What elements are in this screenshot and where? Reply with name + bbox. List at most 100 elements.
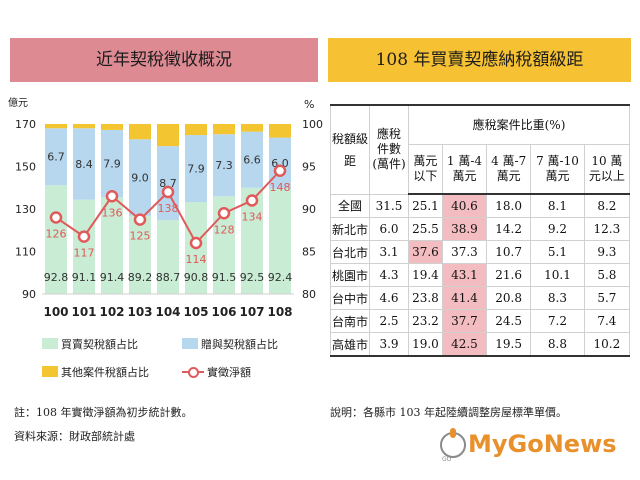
bar-segment-0 (45, 185, 67, 294)
x-tick-label: 102 (99, 305, 124, 319)
net-value-label: 136 (102, 206, 123, 219)
table-body: 全國 31.5 25.1 40.6 18.0 8.1 8.2 新北市 6.0 25.5 38.9 14… (330, 193, 631, 357)
share-cell: 19.5 (486, 332, 532, 357)
left-panel-title: 近年契稅徵收概況 (10, 38, 318, 82)
header-tax-class-text: 稅額級距 (331, 131, 368, 168)
legend-label-other: 其他案件稅額占比 (61, 366, 149, 379)
tax-chart: 億元 % 90 110 130 150 170 80 85 90 95 100 92.8 6.7 91.1 8… (8, 96, 323, 319)
bar-segment-0 (129, 215, 151, 294)
share-cell: 5.1 (530, 240, 585, 264)
table-row: 台中市 4.6 23.8 41.4 20.8 8.3 5.7 (330, 286, 631, 310)
net-value-label: 128 (214, 223, 235, 236)
net-value-label: 117 (74, 247, 95, 260)
logo-sub: GO (442, 456, 452, 463)
y-right-tick: 85 (302, 246, 316, 259)
share-cell: 12.3 (583, 217, 631, 241)
sale-value-label: 90.8 (184, 271, 209, 284)
share-cell: 8.2 (583, 193, 631, 218)
net-value-label: 125 (130, 230, 151, 243)
legend-label-sale: 買賣契稅額占比 (61, 338, 138, 351)
net-point (161, 185, 175, 199)
net-point (217, 207, 231, 220)
bar-segment-0 (213, 196, 235, 294)
sale-value-label: 92.8 (44, 271, 69, 284)
bar-segment-2 (157, 124, 179, 147)
share-cell: 25.5 (408, 217, 443, 241)
share-cell: 37.3 (441, 240, 488, 264)
y-right-tick: 95 (302, 161, 316, 174)
header-bracket-4-bottom: 萬元 (545, 169, 570, 183)
header-bracket-1-top: 萬元 (413, 154, 438, 168)
net-point (105, 190, 119, 203)
mygonews-logo: MyGoNews GO (440, 428, 630, 468)
tax-bracket-table: 稅額級距 應稅 件數 (萬件) 應稅案件比重(%) 萬元 以下 1 萬-4 萬元 4… (330, 104, 631, 357)
x-tick-label: 106 (211, 305, 236, 319)
sale-value-label: 91.5 (212, 271, 237, 284)
net-point (245, 194, 259, 207)
share-cell: 19.0 (408, 332, 443, 357)
gift-value-label: 6.6 (243, 154, 261, 167)
gift-value-label: 7.9 (187, 163, 205, 176)
bar-segment-1 (213, 134, 235, 197)
right-panel-title: 108 年買賣契應納稅額級距 (328, 38, 631, 82)
x-tick-label: 105 (183, 305, 208, 319)
count-cell: 31.5 (369, 193, 409, 218)
header-bracket-4-top: 7 萬-10 (536, 154, 579, 168)
bar-segment-2 (101, 124, 123, 130)
city-cell: 桃園市 (330, 263, 370, 287)
legend-item-other: 其他案件稅額占比 (42, 364, 149, 380)
city-cell: 全國 (330, 193, 370, 218)
chart-source: 資料來源：財政部統計處 (14, 430, 135, 443)
bar-segment-2 (241, 124, 263, 132)
y-right-tick: 80 (302, 288, 316, 301)
legend-item-net: 實徵淨額 (182, 364, 251, 380)
header-share: 應稅案件比重(%) (408, 104, 630, 145)
legend-swatch-gift (182, 338, 198, 349)
share-cell: 5.8 (583, 263, 631, 287)
header-count-line3: (萬件) (372, 157, 406, 172)
bar-segment-1 (129, 139, 151, 216)
legend-label-net: 實徵淨額 (207, 366, 251, 379)
share-cell: 10.7 (486, 240, 532, 264)
share-cell: 9.3 (583, 240, 631, 264)
net-value-label: 148 (270, 181, 291, 194)
bar-segment-2 (213, 124, 235, 135)
net-value-label: 138 (158, 202, 179, 215)
city-cell: 新北市 (330, 217, 370, 241)
share-cell: 37.6 (408, 240, 443, 264)
table-row: 台北市 3.1 37.6 37.3 10.7 5.1 9.3 (330, 240, 631, 264)
header-bracket-3: 4 萬-7 萬元 (486, 144, 532, 195)
share-cell: 9.2 (530, 217, 585, 241)
gift-value-label: 8.7 (159, 177, 177, 190)
table-row: 桃園市 4.3 19.4 43.1 21.6 10.1 5.8 (330, 263, 631, 287)
logo-mark-icon (440, 428, 466, 458)
count-cell: 4.3 (369, 263, 409, 287)
y-left-tick: 110 (15, 246, 36, 259)
share-cell: 14.2 (486, 217, 532, 241)
header-bracket-5-bottom: 元以上 (588, 169, 625, 183)
logo-text: MyGoNews (468, 430, 617, 458)
y-right-tick: 90 (302, 203, 316, 216)
count-cell: 2.5 (369, 309, 409, 333)
table-row: 高雄市 3.9 19.0 42.5 19.5 8.8 10.2 (330, 332, 631, 357)
bar-segment-0 (269, 188, 291, 294)
header-bracket-5: 10 萬元以上 (583, 144, 631, 195)
legend-item-gift: 贈與契稅額占比 (182, 336, 278, 352)
count-cell: 6.0 (369, 217, 409, 241)
table-header-row-2: 萬元 以下 1 萬-4 萬元 4 萬-7 萬元 7 萬-10 萬元 10 萬元以上 (331, 144, 631, 195)
header-bracket-5-top: 10 萬 (591, 154, 623, 168)
sale-value-label: 88.7 (156, 271, 181, 284)
share-cell: 7.2 (530, 309, 585, 333)
header-count-line2: 件數 (376, 142, 401, 157)
x-tick-label: 103 (127, 305, 152, 319)
gift-value-label: 7.9 (103, 158, 121, 171)
header-tax-class: 稅額級距 (330, 104, 370, 195)
table-row: 新北市 6.0 25.5 38.9 14.2 9.2 12.3 (330, 217, 631, 241)
header-bracket-2: 1 萬-4 萬元 (441, 144, 488, 195)
share-cell: 10.1 (530, 263, 585, 287)
share-cell: 10.2 (583, 332, 631, 357)
share-cell: 18.0 (486, 193, 532, 218)
share-cell: 7.4 (583, 309, 631, 333)
count-cell: 3.9 (369, 332, 409, 357)
header-bracket-2-top: 1 萬-4 (446, 154, 483, 168)
